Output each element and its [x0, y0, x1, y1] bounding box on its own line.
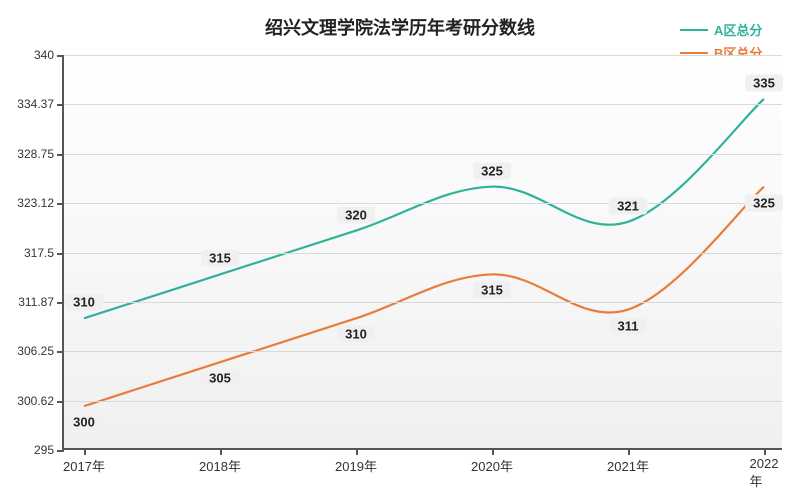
y-tick-label: 334.37	[17, 97, 54, 111]
x-tick-label: 2022年	[750, 456, 779, 490]
y-tick	[57, 450, 64, 452]
y-tick	[57, 302, 64, 304]
series-line	[84, 99, 764, 318]
gridline-h	[64, 302, 782, 303]
y-tick-label: 323.12	[17, 196, 54, 210]
series-line	[84, 187, 764, 406]
x-tick	[492, 448, 494, 455]
y-tick	[57, 55, 64, 57]
point-label: 300	[65, 414, 103, 431]
gridline-h	[64, 351, 782, 352]
point-label: 310	[65, 294, 103, 311]
legend-item: A区总分	[680, 20, 762, 39]
y-tick	[57, 154, 64, 156]
gridline-h	[64, 253, 782, 254]
y-tick-label: 311.87	[18, 295, 54, 309]
x-tick	[764, 448, 766, 455]
legend-swatch	[680, 29, 708, 31]
point-label: 315	[201, 250, 239, 267]
point-label: 320	[337, 206, 375, 223]
y-tick-label: 317.5	[24, 246, 54, 260]
point-label: 305	[201, 370, 239, 387]
y-tick	[57, 401, 64, 403]
x-tick	[628, 448, 630, 455]
point-label: 311	[610, 317, 647, 334]
x-tick	[220, 448, 222, 455]
point-label: 335	[745, 74, 783, 91]
y-tick-label: 328.75	[17, 147, 54, 161]
plot-area: 295300.62306.25311.87317.5323.12328.7533…	[62, 55, 782, 450]
x-tick-label: 2018年	[199, 456, 241, 475]
y-tick-label: 295	[34, 443, 54, 457]
point-label: 321	[609, 197, 647, 214]
x-tick-label: 2021年	[607, 456, 649, 475]
y-tick	[57, 203, 64, 205]
y-tick-label: 300.62	[17, 394, 54, 408]
y-tick	[57, 253, 64, 255]
point-label: 310	[337, 326, 375, 343]
legend-label: A区总分	[714, 20, 762, 39]
y-tick	[57, 351, 64, 353]
point-label: 325	[473, 162, 511, 179]
chart-container: 绍兴文理学院法学历年考研分数线 A区总分B区总分 295300.62306.25…	[0, 0, 800, 500]
gridline-h	[64, 154, 782, 155]
point-label: 325	[745, 194, 783, 211]
point-label: 315	[473, 282, 511, 299]
x-tick	[84, 448, 86, 455]
legend-swatch	[680, 52, 708, 54]
x-tick-label: 2017年	[63, 456, 105, 475]
gridline-h	[64, 203, 782, 204]
y-tick-label: 306.25	[17, 344, 54, 358]
x-tick	[356, 448, 358, 455]
x-tick-label: 2020年	[471, 456, 513, 475]
gridline-h	[64, 401, 782, 402]
gridline-h	[64, 104, 782, 105]
gridline-h	[64, 55, 782, 56]
x-tick-label: 2019年	[335, 456, 377, 475]
y-tick-label: 340	[34, 48, 54, 62]
y-tick	[57, 104, 64, 106]
